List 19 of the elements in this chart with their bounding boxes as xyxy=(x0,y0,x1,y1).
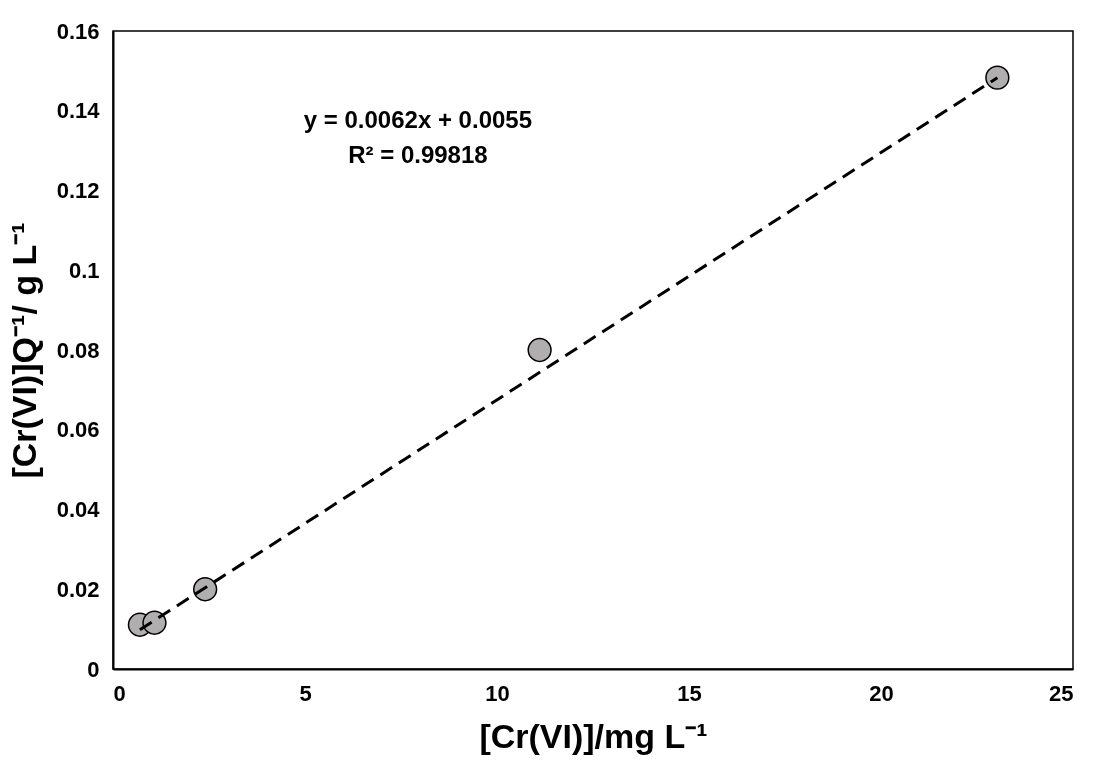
x-tick-label: 25 xyxy=(1049,680,1074,706)
y-tick-label: 0.12 xyxy=(56,178,100,203)
x-tick-label: 0 xyxy=(113,680,126,706)
x-axis-title: [Cr(VI)]/mg L⁻¹ xyxy=(479,716,708,755)
y-tick-label: 0.06 xyxy=(56,417,100,443)
y-tick-label: 0.1 xyxy=(68,257,100,283)
y-tick-label: 0.08 xyxy=(56,337,100,363)
annotation: y = 0.0062x + 0.0055 xyxy=(303,106,533,133)
y-tick-label: 0.02 xyxy=(56,576,100,602)
y-tick-label: 0.04 xyxy=(56,497,101,522)
y-tick-label: 0 xyxy=(87,656,100,682)
y-tick-label: 0.14 xyxy=(56,98,101,124)
annotation: R² = 0.99818 xyxy=(348,141,488,168)
x-tick-label: 15 xyxy=(677,680,702,706)
y-axis-title: [Cr(VI)]Q⁻¹/ g L⁻¹ xyxy=(4,222,43,479)
x-tick-label: 10 xyxy=(485,680,510,706)
y-tick-label: 0.16 xyxy=(56,18,100,44)
x-tick-label: 5 xyxy=(299,680,312,706)
x-tick-label: 20 xyxy=(869,680,894,706)
